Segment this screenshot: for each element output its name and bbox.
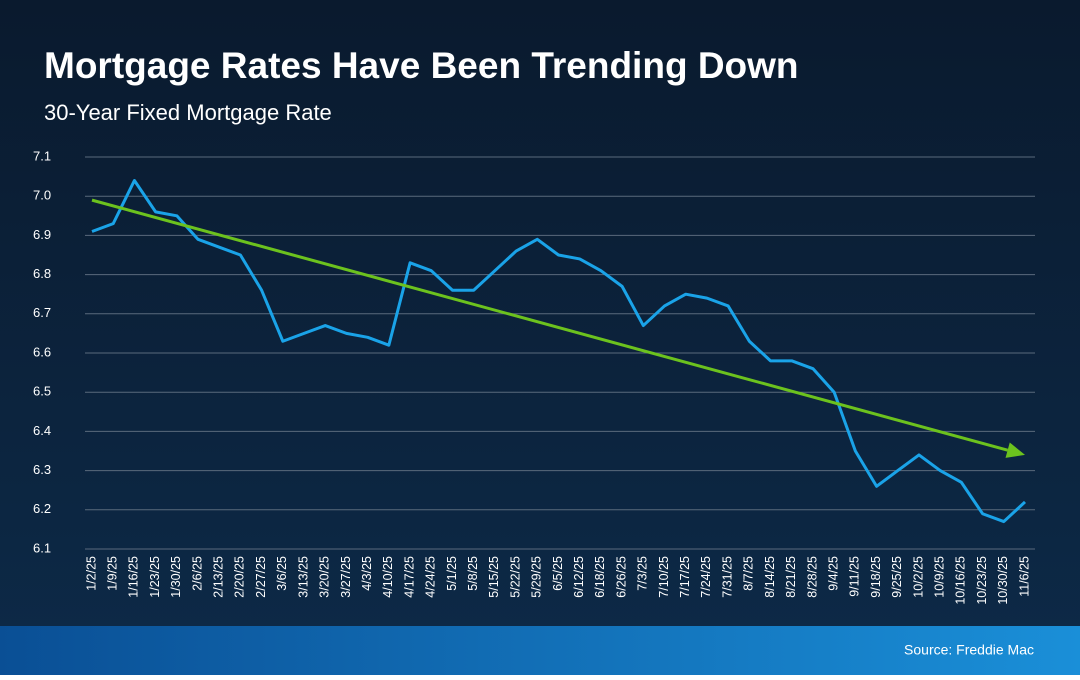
x-tick-label: 5/1/25: [445, 556, 459, 591]
x-tick-label: 5/15/25: [487, 556, 501, 598]
x-tick-label: 7/17/25: [678, 556, 692, 598]
x-tick-label: 2/27/25: [254, 556, 268, 598]
x-tick-label: 3/27/25: [339, 556, 353, 598]
y-tick-label: 6.3: [33, 462, 51, 477]
y-tick-label: 7.0: [33, 188, 51, 203]
y-tick-label: 6.4: [33, 423, 51, 438]
x-tick-label: 10/16/25: [954, 556, 968, 605]
footer-band: [0, 626, 1080, 675]
y-tick-label: 6.5: [33, 384, 51, 399]
y-tick-label: 6.6: [33, 344, 51, 359]
x-tick-label: 4/24/25: [424, 556, 438, 598]
x-tick-label: 1/30/25: [169, 556, 183, 598]
x-tick-label: 3/20/25: [318, 556, 332, 598]
x-tick-label: 7/24/25: [699, 556, 713, 598]
data-line: [91, 179, 1027, 524]
x-tick-label: 6/18/25: [593, 556, 607, 598]
x-tick-label: 9/4/25: [826, 556, 840, 591]
x-tick-label: 10/2/25: [911, 556, 925, 598]
x-tick-label: 8/28/25: [805, 556, 819, 598]
x-tick-label: 6/12/25: [572, 556, 586, 598]
x-tick-label: 8/21/25: [784, 556, 798, 598]
trend-line: [91, 198, 1009, 452]
x-tick-label: 1/2/25: [84, 556, 98, 591]
x-tick-label: 11/6/25: [1017, 556, 1031, 597]
x-tick-label: 4/17/25: [402, 556, 416, 598]
source: Source: Freddie Mac: [904, 642, 1034, 658]
x-tick-label: 7/3/25: [636, 556, 650, 591]
x-tick-label: 2/20/25: [233, 556, 247, 598]
x-tick-label: 8/14/25: [763, 556, 777, 598]
y-tick-label: 6.9: [33, 227, 51, 242]
x-tick-label: 7/31/25: [720, 556, 734, 598]
chart-title: Mortgage Rates Have Been Trending Down: [44, 45, 799, 86]
x-tick-label: 3/6/25: [275, 556, 289, 591]
x-tick-label: 6/26/25: [614, 556, 628, 598]
x-tick-label: 6/5/25: [551, 556, 565, 591]
trend-arrowhead: [1005, 442, 1025, 458]
x-tick-label: 9/25/25: [890, 556, 904, 598]
x-tick-label: 4/3/25: [360, 556, 374, 591]
y-tick-label: 6.2: [33, 501, 51, 516]
x-tick-label: 1/9/25: [106, 556, 120, 591]
x-tick-label: 1/23/25: [148, 556, 162, 598]
y-tick-label: 6.7: [33, 305, 51, 320]
x-tick-label: 9/18/25: [869, 556, 883, 598]
y-tick-label: 6.1: [33, 540, 51, 555]
y-tick-label: 7.1: [33, 148, 51, 163]
x-tick-label: 5/8/25: [466, 556, 480, 591]
x-tick-label: 2/6/25: [190, 556, 204, 591]
x-tick-label: 10/23/25: [975, 556, 989, 605]
x-tick-label: 5/29/25: [530, 556, 544, 598]
x-tick-label: 2/13/25: [212, 556, 226, 598]
x-tick-label: 3/13/25: [296, 556, 310, 598]
x-tick-label: 7/10/25: [657, 556, 671, 598]
x-tick-label: 1/16/25: [127, 556, 141, 598]
x-tick-label: 8/7/25: [742, 556, 756, 591]
x-tick-label: 9/11/25: [848, 556, 862, 597]
y-tick-label: 6.8: [33, 266, 51, 281]
x-tick-label: 10/30/25: [996, 556, 1010, 605]
chart-subtitle: 30-Year Fixed Mortgage Rate: [44, 100, 332, 125]
x-tick-label: 5/22/25: [508, 556, 522, 598]
x-tick-label: 10/9/25: [932, 556, 946, 598]
x-tick-label: 4/10/25: [381, 556, 395, 598]
